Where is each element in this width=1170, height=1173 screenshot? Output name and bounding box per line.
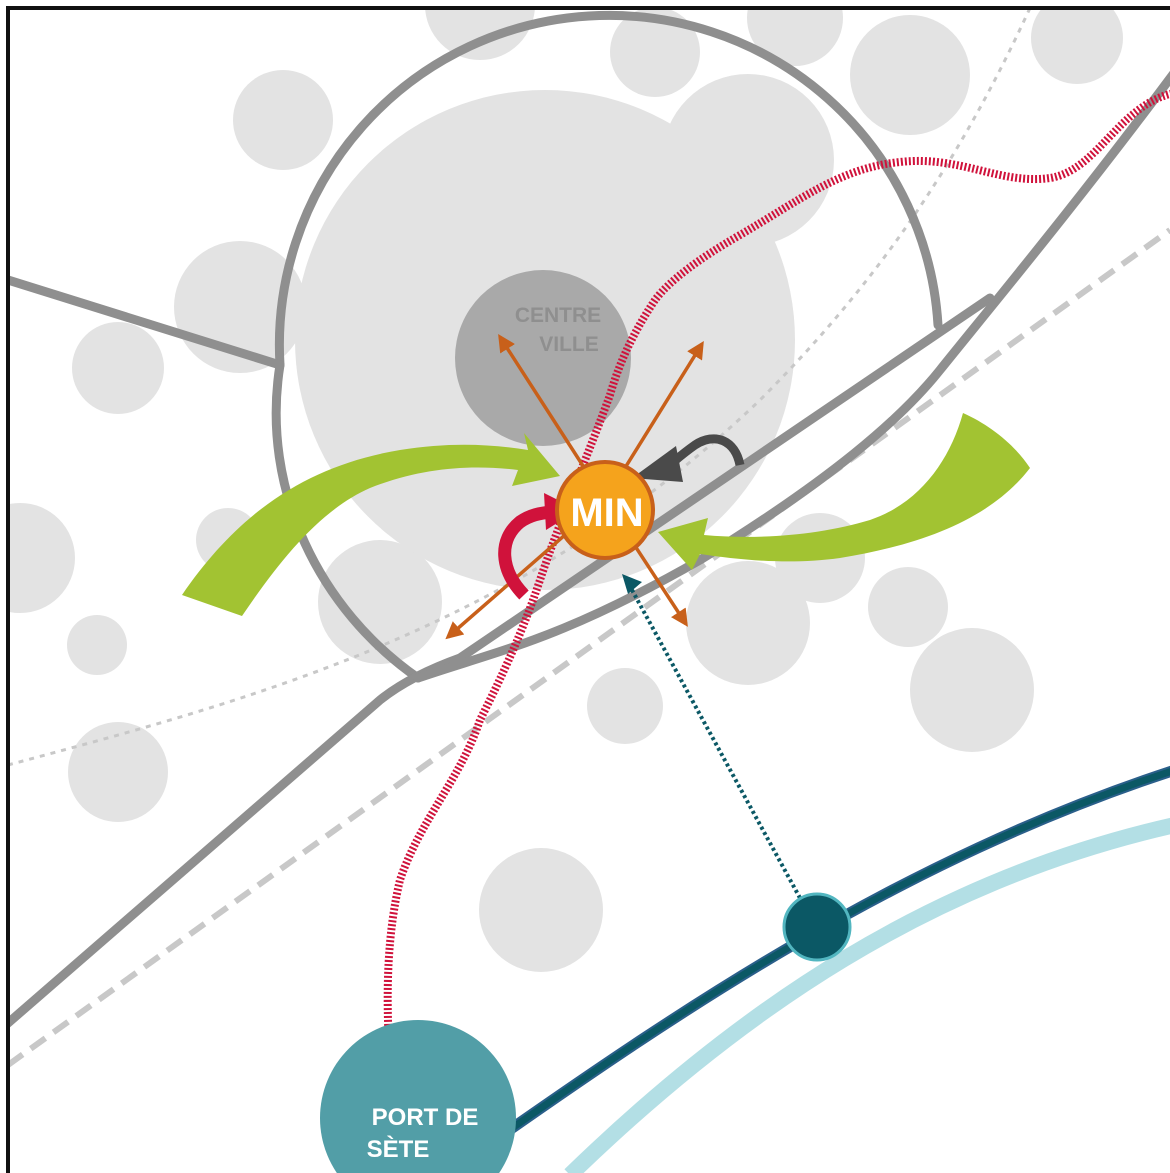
road-network [10,10,1170,1028]
centre-ville-circle [455,270,631,446]
rail-line-dotted [10,10,1031,767]
rail-line-dashed [10,227,1170,1068]
map-frame [6,6,1170,1173]
min-hub-label: MIN [570,491,643,535]
centre-label-line1: CENTRE [515,304,601,327]
dark-teal-line-outline [474,765,1170,1157]
station-link-dotted [630,589,802,899]
green-flow-right [658,413,1030,570]
green-flow-left [182,433,560,616]
dark-teal-line [475,767,1170,1155]
port-de-sete-circle [320,1020,516,1173]
light-teal-line [564,817,1170,1173]
dark-grey-arrowhead [632,446,683,482]
centre-label-line2: VILLE [539,333,599,356]
port-label-line1: PORT DE [372,1104,479,1131]
red-curved-arrow [498,505,553,600]
port-label-line2: SÈTE [367,1135,430,1163]
station-link-arrowhead [622,574,642,594]
min-hub-circle [555,460,655,560]
station-node [782,892,852,962]
